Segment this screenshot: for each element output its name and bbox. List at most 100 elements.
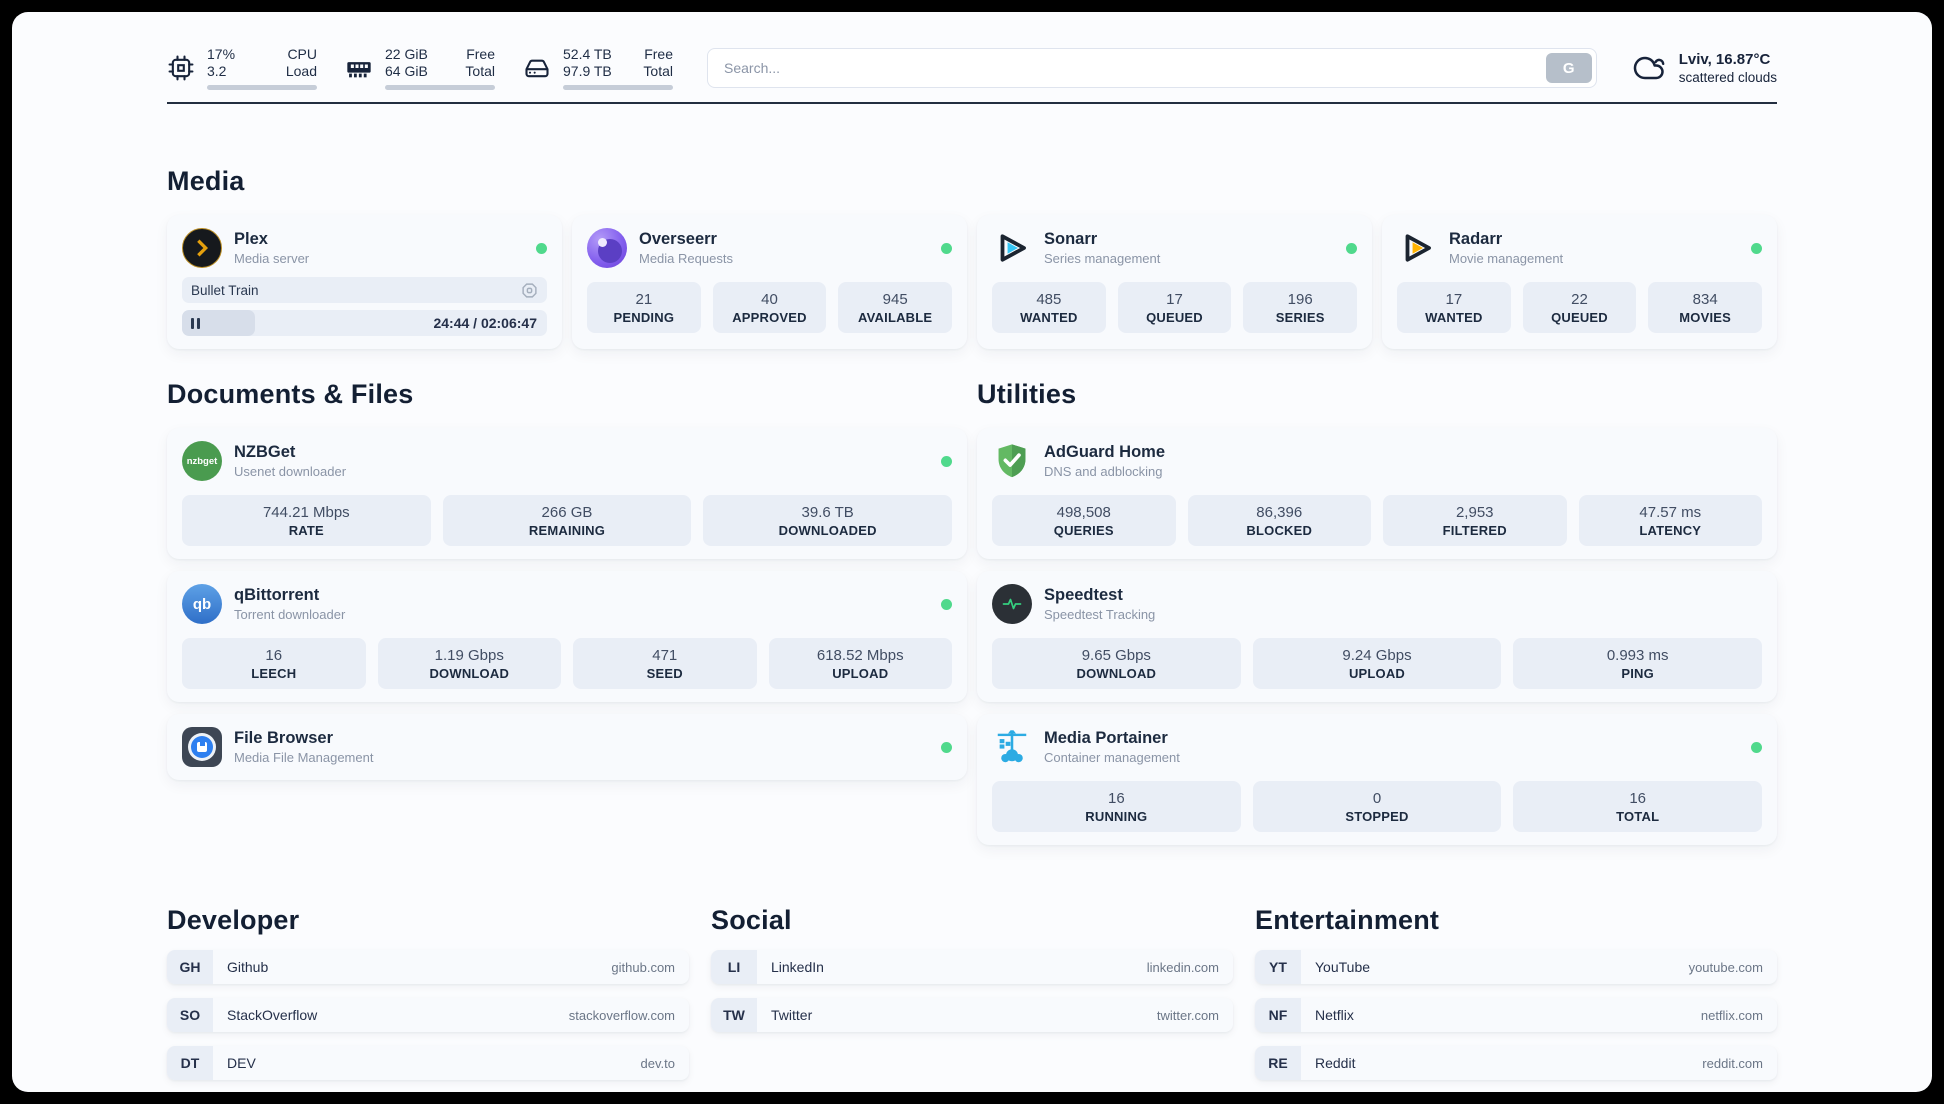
- cpu-load-label: Load: [285, 63, 317, 79]
- search-input[interactable]: [707, 48, 1597, 88]
- app-subtitle: Series management: [1044, 251, 1161, 266]
- app-title: File Browser: [234, 729, 334, 747]
- playback-progress[interactable]: 24:44 / 02:06:47: [182, 310, 547, 336]
- app-title: Radarr: [1449, 230, 1503, 248]
- stat-box: 945 AVAILABLE: [838, 282, 952, 333]
- stat-box: 17 QUEUED: [1117, 282, 1232, 333]
- stat-box: 834 MOVIES: [1648, 282, 1762, 333]
- stat-box: 196 SERIES: [1243, 282, 1357, 333]
- link-row-dev[interactable]: DT DEV dev.to: [167, 1046, 689, 1080]
- link-label: Reddit: [1315, 1055, 1356, 1071]
- radarr-icon: [1397, 228, 1437, 268]
- weather-condition: scattered clouds: [1678, 70, 1777, 85]
- link-badge: GH: [167, 950, 213, 984]
- stat-box: 2,953 FILTERED: [1383, 495, 1567, 546]
- pause-icon[interactable]: [191, 317, 200, 329]
- app-card-portainer[interactable]: Media Portainer Container management 16 R…: [977, 714, 1777, 845]
- app-title: qBittorrent: [234, 586, 320, 604]
- developer-heading: Developer: [167, 905, 300, 935]
- nzbget-icon: nzbget: [182, 441, 222, 481]
- app-card-sonarr[interactable]: Sonarr Series management 485 WANTED 17 QUE…: [977, 215, 1372, 349]
- memory-total-label: Total: [465, 63, 495, 79]
- stat-box: 22 QUEUED: [1522, 282, 1637, 333]
- link-label: DEV: [227, 1055, 256, 1071]
- app-subtitle: Media server: [234, 251, 310, 266]
- link-url: dev.to: [640, 1055, 675, 1071]
- stat-box: 9.24 Gbps UPLOAD: [1252, 638, 1502, 689]
- developer-section: Developer GH Github github.com SO StackO…: [167, 905, 689, 1080]
- app-card-filebrowser[interactable]: File Browser Media File Management: [167, 714, 967, 780]
- link-row-youtube[interactable]: YT YouTube youtube.com: [1255, 950, 1777, 984]
- stat-box: 21 PENDING: [587, 282, 701, 333]
- stat-box: 498,508 QUERIES: [992, 495, 1176, 546]
- social-section: Social LI LinkedIn linkedin.com TW Twitt…: [711, 905, 1233, 1080]
- stat-box: 471 SEED: [573, 638, 757, 689]
- link-row-stackoverflow[interactable]: SO StackOverflow stackoverflow.com: [167, 998, 689, 1032]
- link-label: Twitter: [771, 1007, 813, 1023]
- stat-box: 17 WANTED: [1397, 282, 1511, 333]
- memory-total: 64 GiB: [385, 63, 428, 79]
- link-label: Github: [227, 959, 269, 975]
- app-title: Plex: [234, 230, 268, 248]
- link-url: linkedin.com: [1146, 959, 1219, 975]
- link-label: Netflix: [1315, 1007, 1354, 1023]
- app-title: AdGuard Home: [1044, 443, 1166, 461]
- link-badge: LI: [711, 950, 757, 984]
- link-badge: YT: [1255, 950, 1301, 984]
- status-dot: [941, 741, 952, 753]
- speedtest-icon: [992, 584, 1032, 624]
- weather-widget: Lviv, 16.87°C scattered clouds: [1633, 50, 1777, 86]
- link-url: netflix.com: [1700, 1007, 1763, 1023]
- link-badge: TW: [711, 998, 757, 1032]
- app-subtitle: Media Requests: [639, 251, 733, 266]
- link-badge: SO: [167, 998, 213, 1032]
- disk-total: 97.9 TB: [563, 63, 612, 79]
- now-playing-row: Bullet Train: [182, 277, 547, 303]
- app-card-nzbget[interactable]: nzbget NZBGet Usenet downloader 744.21 M…: [167, 428, 967, 559]
- link-row-reddit[interactable]: RE Reddit reddit.com: [1255, 1046, 1777, 1080]
- link-url: reddit.com: [1702, 1055, 1763, 1071]
- cpu-percent: 17%: [207, 46, 236, 62]
- social-heading: Social: [711, 905, 792, 935]
- app-card-plex[interactable]: Plex Media server Bullet Train: [167, 215, 562, 349]
- link-row-netflix[interactable]: NF Netflix netflix.com: [1255, 998, 1777, 1032]
- cpu-progressbar: [207, 85, 317, 90]
- link-url: github.com: [611, 959, 675, 975]
- app-card-qbittorrent[interactable]: qb qBittorrent Torrent downloader 16 LEEC…: [167, 571, 967, 702]
- link-url: stackoverflow.com: [568, 1007, 675, 1023]
- app-card-radarr[interactable]: Radarr Movie management 17 WANTED 22 QUEUE…: [1382, 215, 1777, 349]
- link-url: youtube.com: [1688, 959, 1763, 975]
- app-card-overseerr[interactable]: Overseerr Media Requests 21 PENDING 40 APP…: [572, 215, 967, 349]
- app-subtitle: Movie management: [1449, 251, 1564, 266]
- app-card-speedtest[interactable]: Speedtest Speedtest Tracking 9.65 Gbps DO…: [977, 571, 1777, 702]
- app-title: Sonarr: [1044, 230, 1098, 248]
- stat-box: 39.6 TB DOWNLOADED: [703, 495, 952, 546]
- link-label: StackOverflow: [227, 1007, 318, 1023]
- disk-total-label: Total: [643, 63, 673, 79]
- status-dot: [941, 455, 952, 467]
- link-badge: RE: [1255, 1046, 1301, 1080]
- stat-box: 618.52 Mbps UPLOAD: [768, 638, 952, 689]
- memory-icon: [345, 54, 373, 82]
- cloud-icon: [1633, 53, 1667, 83]
- link-badge: DT: [167, 1046, 213, 1080]
- header: 17% 3.2 CPU Load: [167, 46, 1777, 90]
- link-row-linkedin[interactable]: LI LinkedIn linkedin.com: [711, 950, 1233, 984]
- stat-box: 40 APPROVED: [712, 282, 827, 333]
- link-row-twitter[interactable]: TW Twitter twitter.com: [711, 998, 1233, 1032]
- link-row-github[interactable]: GH Github github.com: [167, 950, 689, 984]
- status-dot: [1751, 242, 1762, 254]
- entertainment-section: Entertainment YT YouTube youtube.com NF …: [1255, 905, 1777, 1080]
- media-type-icon: [521, 282, 538, 299]
- app-card-adguard[interactable]: AdGuard Home DNS and adblocking 498,508 Q…: [977, 428, 1777, 559]
- memory-free-label: Free: [466, 46, 495, 62]
- qbittorrent-icon: qb: [182, 584, 222, 624]
- stat-box: 16 RUNNING: [992, 781, 1241, 832]
- search-engine-button[interactable]: G: [1545, 53, 1592, 83]
- disk-free: 52.4 TB: [563, 46, 612, 62]
- sonarr-icon: [992, 228, 1032, 268]
- dashboard-page: 17% 3.2 CPU Load: [12, 12, 1932, 1092]
- memory-free: 22 GiB: [385, 46, 428, 62]
- documents-heading: Documents & Files: [167, 379, 414, 409]
- search-bar: G: [707, 48, 1597, 88]
